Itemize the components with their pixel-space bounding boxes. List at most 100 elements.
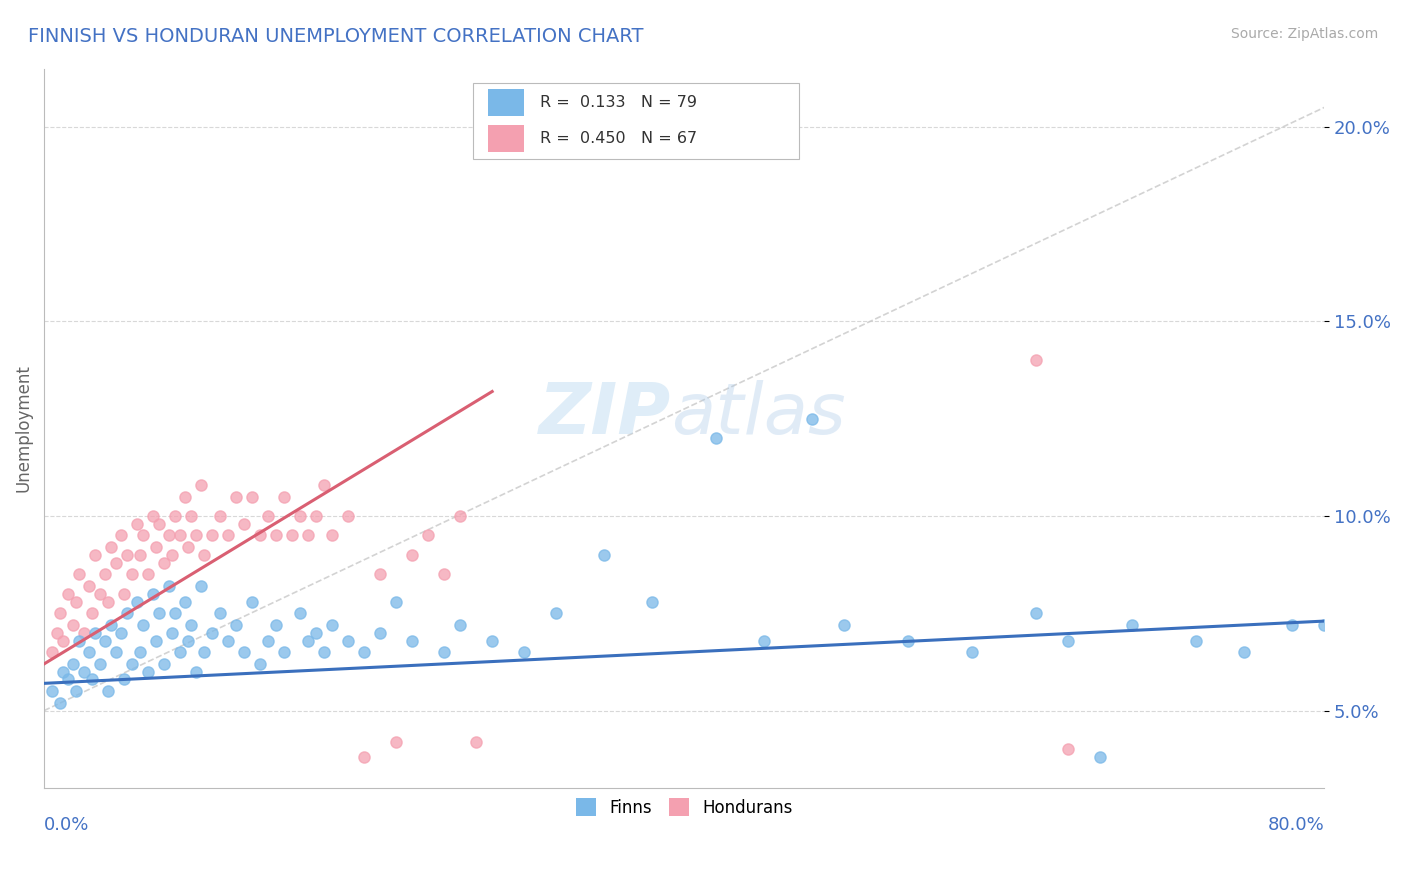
Point xyxy=(217,633,239,648)
Point xyxy=(368,625,391,640)
Point xyxy=(546,607,568,621)
Point xyxy=(174,594,197,608)
Point xyxy=(433,645,456,659)
Point xyxy=(65,684,87,698)
Legend: Finns, Hondurans: Finns, Hondurans xyxy=(569,792,799,823)
Point xyxy=(353,645,375,659)
Point xyxy=(288,607,311,621)
Point xyxy=(157,579,180,593)
Point xyxy=(67,633,90,648)
Point xyxy=(100,618,122,632)
Point xyxy=(433,567,456,582)
Point xyxy=(52,633,75,648)
Y-axis label: Unemployment: Unemployment xyxy=(15,365,32,492)
Point xyxy=(209,508,232,523)
Point xyxy=(142,587,165,601)
Text: 0.0%: 0.0% xyxy=(44,815,90,834)
Point xyxy=(641,594,664,608)
Point xyxy=(180,508,202,523)
Point xyxy=(65,594,87,608)
Point xyxy=(105,556,128,570)
Point xyxy=(193,645,215,659)
Point xyxy=(1233,645,1256,659)
Point xyxy=(121,567,143,582)
Point xyxy=(153,657,176,671)
Point xyxy=(465,735,488,749)
Point xyxy=(1281,618,1303,632)
Point xyxy=(264,618,287,632)
Point xyxy=(368,567,391,582)
Point xyxy=(449,508,471,523)
Point xyxy=(190,579,212,593)
Point xyxy=(148,516,170,531)
Point xyxy=(180,618,202,632)
Point xyxy=(240,594,263,608)
Point xyxy=(273,490,295,504)
FancyBboxPatch shape xyxy=(488,125,524,153)
Point xyxy=(45,625,67,640)
Point xyxy=(593,548,616,562)
Point xyxy=(297,528,319,542)
Text: Source: ZipAtlas.com: Source: ZipAtlas.com xyxy=(1230,27,1378,41)
Point xyxy=(160,548,183,562)
Point xyxy=(305,625,328,640)
Point xyxy=(190,478,212,492)
Point xyxy=(49,696,72,710)
Point xyxy=(281,528,304,542)
Point xyxy=(754,633,776,648)
FancyBboxPatch shape xyxy=(488,89,524,116)
Point xyxy=(184,528,207,542)
Point xyxy=(217,528,239,542)
Point xyxy=(117,607,139,621)
Point xyxy=(117,548,139,562)
Point xyxy=(125,594,148,608)
Point xyxy=(169,645,191,659)
Point xyxy=(132,528,155,542)
Text: R =  0.133   N = 79: R = 0.133 N = 79 xyxy=(540,95,696,110)
Point xyxy=(321,618,343,632)
Point xyxy=(314,645,336,659)
Point xyxy=(1121,618,1143,632)
Point xyxy=(89,587,111,601)
Point xyxy=(177,633,200,648)
Point xyxy=(481,120,503,134)
Point xyxy=(321,528,343,542)
Point xyxy=(257,633,280,648)
Point xyxy=(233,516,256,531)
Point xyxy=(136,567,159,582)
Point xyxy=(73,625,96,640)
Point xyxy=(240,490,263,504)
Point xyxy=(41,684,63,698)
Point xyxy=(136,665,159,679)
Point xyxy=(82,607,104,621)
Point xyxy=(897,633,920,648)
Point xyxy=(165,508,187,523)
Point xyxy=(56,673,79,687)
Point xyxy=(77,579,100,593)
Point xyxy=(142,508,165,523)
Point xyxy=(112,673,135,687)
Point xyxy=(264,528,287,542)
Point xyxy=(1313,618,1336,632)
Point xyxy=(832,618,855,632)
Point xyxy=(145,633,167,648)
Text: ZIP: ZIP xyxy=(538,380,672,449)
Point xyxy=(52,665,75,679)
Point xyxy=(960,645,983,659)
Point xyxy=(249,657,271,671)
Point xyxy=(401,633,423,648)
Text: 80.0%: 80.0% xyxy=(1268,815,1324,834)
Text: FINNISH VS HONDURAN UNEMPLOYMENT CORRELATION CHART: FINNISH VS HONDURAN UNEMPLOYMENT CORRELA… xyxy=(28,27,644,45)
Point xyxy=(288,508,311,523)
Point xyxy=(97,594,120,608)
Point xyxy=(513,645,536,659)
Point xyxy=(184,665,207,679)
Point xyxy=(82,673,104,687)
Point xyxy=(1185,633,1208,648)
Point xyxy=(165,607,187,621)
Point xyxy=(100,540,122,554)
Point xyxy=(110,625,132,640)
Point xyxy=(105,645,128,659)
Point xyxy=(67,567,90,582)
Point xyxy=(225,618,247,632)
